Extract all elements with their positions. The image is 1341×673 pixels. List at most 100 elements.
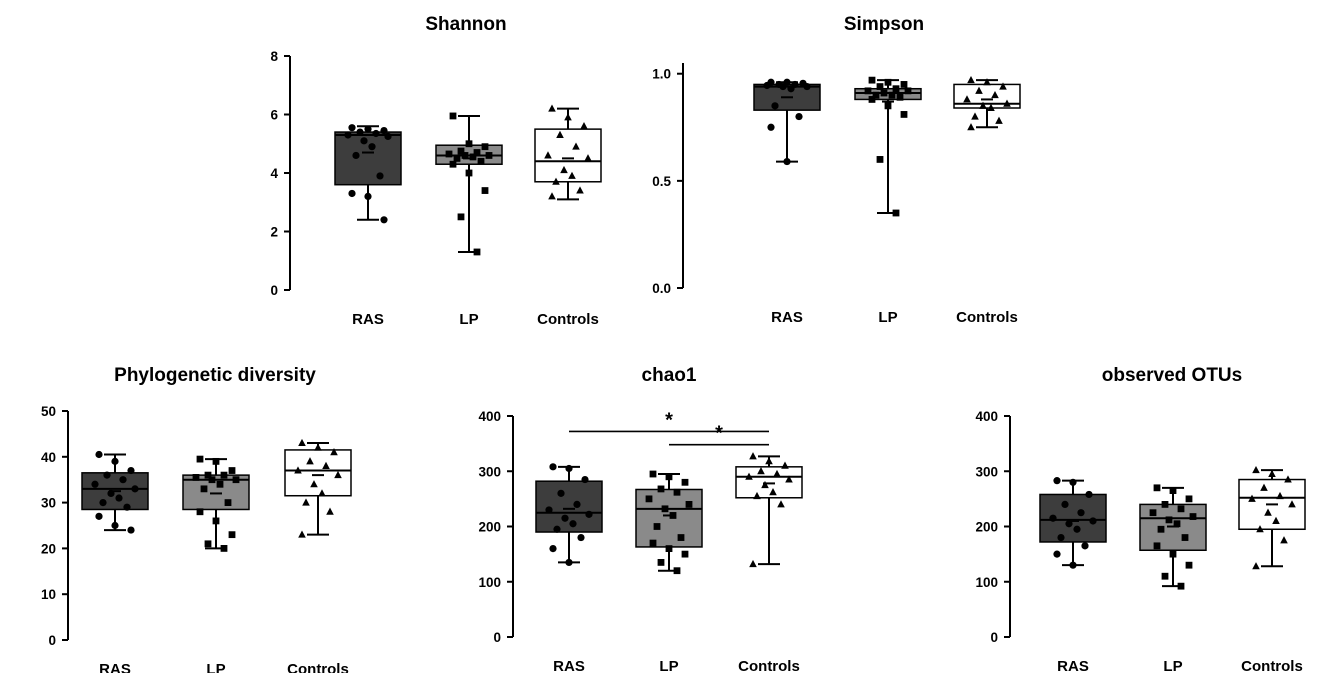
y-tick-label: 0 xyxy=(270,283,278,298)
y-tick-label: 20 xyxy=(41,541,56,556)
data-point xyxy=(1169,550,1177,558)
data-point xyxy=(900,111,908,118)
y-tick-label: 0 xyxy=(48,633,56,648)
data-point xyxy=(665,545,673,552)
data-point xyxy=(1073,525,1081,533)
data-point xyxy=(356,128,364,136)
data-point xyxy=(224,499,232,506)
y-tick-label: 10 xyxy=(41,587,56,602)
box-controls xyxy=(953,75,1021,131)
panel-title: chao1 xyxy=(642,365,697,386)
data-point xyxy=(564,113,572,121)
box-ras xyxy=(81,450,149,534)
x-category-label: RAS xyxy=(553,658,585,673)
data-point xyxy=(330,448,338,456)
data-point xyxy=(216,480,224,488)
data-point xyxy=(220,545,228,552)
data-point xyxy=(103,471,111,479)
data-point xyxy=(572,142,580,150)
y-tick-label: 8 xyxy=(270,49,278,64)
data-point xyxy=(1069,561,1077,569)
box-ras xyxy=(753,78,821,166)
data-point xyxy=(348,189,356,198)
data-point xyxy=(900,81,908,88)
x-category-label: LP xyxy=(659,658,678,673)
data-point xyxy=(765,457,773,465)
data-point xyxy=(569,520,577,528)
y-tick-label: 100 xyxy=(478,575,501,590)
data-point xyxy=(485,152,493,159)
x-category-label: RAS xyxy=(771,309,803,326)
data-point xyxy=(584,154,592,162)
data-point xyxy=(302,498,310,506)
data-point xyxy=(99,499,107,507)
data-point xyxy=(348,124,356,132)
data-point xyxy=(1185,561,1193,569)
data-point xyxy=(449,112,457,120)
data-point xyxy=(1181,534,1189,541)
data-point xyxy=(457,147,465,155)
data-point xyxy=(384,132,392,141)
data-point xyxy=(904,87,912,95)
box-controls xyxy=(534,104,602,201)
data-point xyxy=(580,122,588,130)
x-category-label: Controls xyxy=(287,661,349,673)
data-point xyxy=(1260,483,1268,491)
data-point xyxy=(1057,533,1065,542)
box-ras xyxy=(1039,477,1107,569)
data-point xyxy=(457,213,465,221)
box-lp xyxy=(182,455,250,552)
data-point xyxy=(192,474,200,481)
data-point xyxy=(749,559,757,568)
data-point xyxy=(212,457,220,465)
data-point xyxy=(469,153,477,161)
data-point xyxy=(376,172,384,180)
data-point xyxy=(665,473,673,481)
data-point xyxy=(868,96,876,103)
data-point xyxy=(769,488,777,496)
data-point xyxy=(107,489,115,498)
data-point xyxy=(568,171,576,179)
x-category-label: RAS xyxy=(1057,658,1089,673)
data-point xyxy=(1153,484,1161,492)
iqr-box xyxy=(535,480,603,533)
data-point xyxy=(876,156,884,163)
data-point xyxy=(549,545,557,553)
data-point xyxy=(1149,509,1157,517)
data-point xyxy=(91,480,99,488)
data-point xyxy=(196,508,204,516)
data-point xyxy=(1053,477,1061,485)
data-point xyxy=(131,485,139,493)
data-point xyxy=(298,438,306,447)
data-point xyxy=(795,112,803,121)
data-point xyxy=(1161,501,1169,508)
x-category-label: LP xyxy=(206,661,225,673)
data-point xyxy=(1288,500,1296,508)
y-tick-label: 0 xyxy=(493,630,501,645)
data-point xyxy=(681,478,689,486)
panel-simpson: Simpson 0.0 0.5 1.0 RAS LP Controls xyxy=(652,14,1021,326)
data-point xyxy=(111,457,119,465)
data-point xyxy=(573,500,581,508)
panel-title: observed OTUs xyxy=(1102,365,1242,386)
data-point xyxy=(649,539,657,547)
data-point xyxy=(481,187,489,194)
data-point xyxy=(196,455,204,463)
x-category-label: RAS xyxy=(99,661,131,673)
significance-star: * xyxy=(715,423,723,445)
box-controls xyxy=(284,438,352,538)
data-point xyxy=(785,475,793,483)
data-point xyxy=(884,102,892,110)
data-point xyxy=(1268,469,1276,478)
data-point xyxy=(119,476,127,484)
data-point xyxy=(645,495,653,503)
data-point xyxy=(123,503,131,511)
x-category-label: Controls xyxy=(1241,658,1303,673)
data-point xyxy=(461,152,469,159)
data-point xyxy=(892,85,900,93)
data-point xyxy=(685,501,693,508)
data-point xyxy=(1256,525,1264,533)
panel-phylogenetic-diversity: Phylogenetic diversity 0 10 20 30 40 50 RAS LP Co… xyxy=(41,365,352,673)
data-point xyxy=(204,540,212,548)
data-point xyxy=(761,480,769,489)
